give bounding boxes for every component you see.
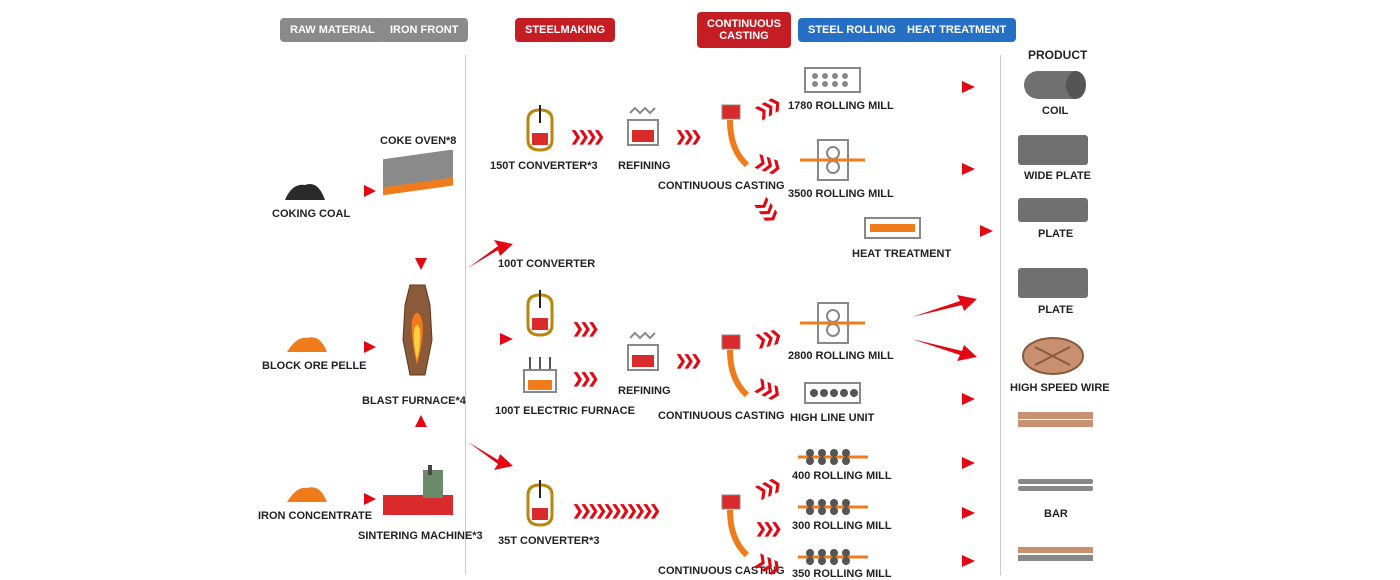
electric-furnace-label: 100T ELECTRIC FURNACE [495, 405, 635, 417]
product-coil-label: COIL [1042, 105, 1068, 117]
chev-cc-1780: ❯❯❯ [752, 95, 781, 121]
btn-heat-treatment: HEAT TREATMENT [897, 18, 1016, 42]
refining-top-icon [620, 105, 665, 160]
converter-35t-icon [520, 480, 560, 535]
arrow-coal-oven [336, 182, 376, 205]
electric-furnace-icon [518, 355, 563, 405]
product-coil-icon [1020, 68, 1090, 107]
converter-150t-icon [520, 105, 560, 160]
coke-oven-label: COKE OVEN*8 [380, 135, 456, 147]
divider-2 [1000, 55, 1001, 575]
divider-1 [465, 55, 466, 575]
blast-furnace-label: BLAST FURNACE*4 [362, 395, 466, 407]
chev-cc-highline: ❯❯❯ [752, 376, 780, 401]
block-ore-icon [282, 330, 332, 361]
chev-cc-2800: ❯❯❯ [753, 327, 780, 349]
product-plate2-icon [1018, 268, 1088, 298]
product-wideplate-label: WIDE PLATE [1024, 170, 1091, 182]
mill-1780-icon [800, 60, 865, 105]
arrow-bf-mid [468, 330, 513, 353]
product-bar1-icon [1018, 410, 1093, 433]
coke-oven-icon [378, 150, 458, 215]
highline-icon [800, 375, 865, 415]
arrow-2800-prod2 [912, 335, 977, 366]
mill-3500-label: 3500 ROLLING MILL [788, 188, 894, 200]
arrow-heat-prod [938, 222, 993, 245]
arrow-sinter-furnace [412, 415, 430, 468]
refining-top-label: REFINING [618, 160, 671, 172]
converter-150t-label: 150T CONVERTER*3 [490, 160, 598, 172]
sintering-icon [378, 465, 458, 530]
arrow-highline-prod [920, 390, 975, 413]
arrow-conc-sinter [336, 490, 376, 513]
converter-100t-label: 100T CONVERTER [498, 258, 595, 270]
converter-100t-icon [520, 290, 560, 345]
product-title: PRODUCT [1028, 48, 1087, 62]
arrow-400-prod [920, 454, 975, 477]
chev-cc-3500: ❯❯❯ [753, 152, 781, 176]
cc-top-label: CONTINUOUS CASTING [658, 180, 785, 192]
arrow-oven-furnace [412, 220, 430, 275]
arrow-1780-prod [920, 78, 975, 101]
coking-coal-icon [280, 175, 330, 208]
cc-mid-icon [712, 330, 752, 410]
product-wideplate-icon [1018, 135, 1088, 165]
chev-cc-heat: ❯❯❯ [753, 194, 780, 223]
product-wire-icon [1020, 335, 1086, 382]
chev-150t-ref: ❯❯❯❯ [570, 128, 601, 145]
product-bar3-icon [1018, 545, 1093, 568]
product-bar2-icon [1018, 475, 1093, 498]
cc-top-icon [712, 100, 752, 180]
mill-400-label: 400 ROLLING MILL [792, 470, 892, 482]
sintering-label: SINTERING MACHINE*3 [358, 530, 483, 542]
arrow-3500-prod [920, 160, 975, 183]
product-plate-label: PLATE [1038, 228, 1073, 240]
block-ore-label: BLOCK ORE PELLE [262, 360, 367, 372]
mill-350-label: 350 ROLLING MILL [792, 568, 892, 580]
heat-treatment-icon [860, 210, 925, 250]
product-plate2-label: PLATE [1038, 304, 1073, 316]
arrow-2800-prod1 [912, 295, 977, 326]
mill-1780-label: 1780 ROLLING MILL [788, 100, 894, 112]
arrow-bf-bot [468, 440, 513, 475]
product-wire-label: HIGH SPEED WIRE [1010, 382, 1110, 394]
refining-mid-label: REFINING [618, 385, 671, 397]
blast-furnace-icon [390, 280, 445, 395]
mill-300-label: 300 ROLLING MILL [792, 520, 892, 532]
chev-cc-300: ❯❯❯ [755, 520, 778, 537]
iron-concentrate-icon [282, 480, 332, 511]
product-plate-icon [1018, 198, 1088, 222]
cc-bot-icon [712, 490, 752, 570]
coking-coal-label: COKING COAL [272, 208, 350, 220]
product-bar-label: BAR [1044, 508, 1068, 520]
btn-steelmaking: STEELMAKING [515, 18, 615, 42]
refining-mid-icon [620, 330, 665, 385]
btn-continuous-casting: CONTINUOUSCASTING [697, 12, 791, 48]
btn-iron-front: IRON FRONT [380, 18, 468, 42]
arrow-300-prod [920, 504, 975, 527]
chev-ref-cc-top: ❯❯❯ [675, 128, 698, 145]
chev-elec-ref: ❯❯❯ [572, 370, 595, 387]
chev-35t-cc: ❯❯❯❯❯❯❯❯❯❯❯ [572, 502, 657, 519]
highline-label: HIGH LINE UNIT [790, 412, 874, 424]
cc-mid-label: CONTINUOUS CASTING [658, 410, 785, 422]
mill-2800-label: 2800 ROLLING MILL [788, 350, 894, 362]
arrow-350-prod [920, 552, 975, 575]
heat-treatment-label: HEAT TREATMENT [852, 248, 951, 260]
mill-2800-icon [800, 298, 865, 353]
converter-35t-label: 35T CONVERTER*3 [498, 535, 599, 547]
arrow-ore-furnace [336, 338, 376, 361]
btn-raw-material: RAW MATERIAL [280, 18, 385, 42]
chev-ref-cc-mid: ❯❯❯ [675, 352, 698, 369]
chev-cc-400: ❯❯❯ [752, 476, 780, 501]
chev-conv-ref-mid: ❯❯❯ [572, 320, 595, 337]
btn-steel-rolling: STEEL ROLLING [798, 18, 906, 42]
mill-3500-icon [800, 135, 865, 190]
